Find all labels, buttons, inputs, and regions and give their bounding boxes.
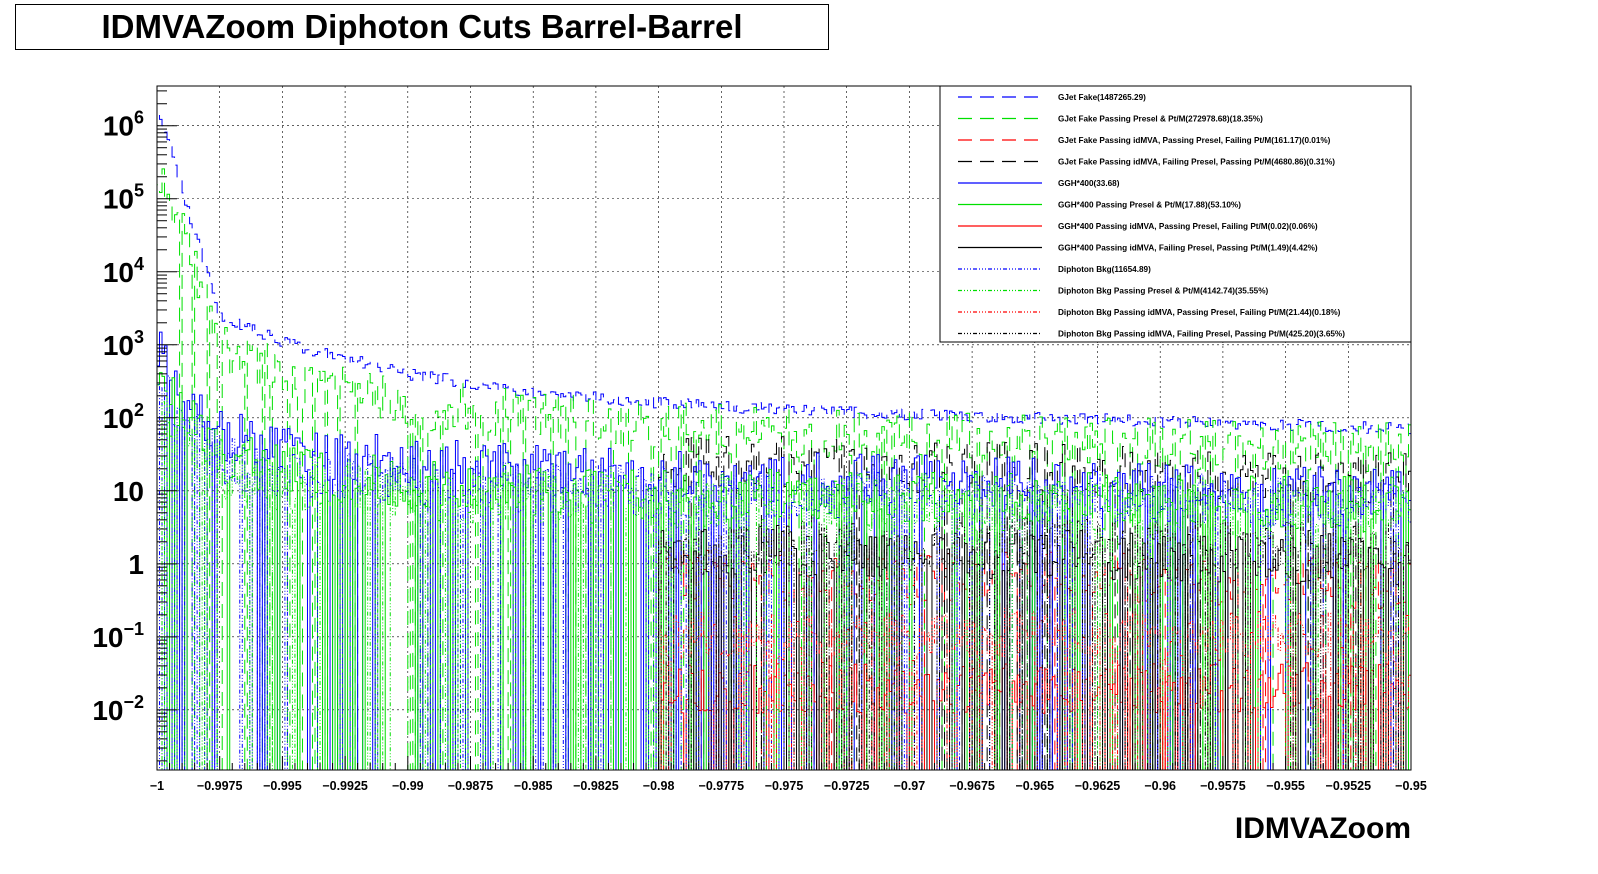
- legend-entry: Diphoton Bkg(11654.89): [1058, 265, 1151, 274]
- legend-entry: GJet Fake(1487265.29): [1058, 93, 1146, 102]
- x-tick-label: −0.9825: [573, 779, 619, 793]
- series-line: [658, 607, 1411, 771]
- x-tick-label: −0.9775: [699, 779, 745, 793]
- x-tick-label: −0.9925: [322, 779, 368, 793]
- legend-entry: Diphoton Bkg Passing idMVA, Failing Pres…: [1058, 330, 1345, 339]
- legend-entry: Diphoton Bkg Passing idMVA, Passing Pres…: [1058, 308, 1341, 317]
- y-tick-label: 10: [113, 476, 144, 507]
- x-tick-label: −0.965: [1016, 779, 1055, 793]
- legend-entry: GGH*400 Passing idMVA, Passing Presel, F…: [1058, 222, 1318, 231]
- y-tick-label: 106: [103, 108, 144, 142]
- chart-title: IDMVAZoom Diphoton Cuts Barrel-Barrel: [101, 8, 743, 45]
- series-line: [156, 331, 1411, 771]
- legend-entry: GJet Fake Passing idMVA, Passing Presel,…: [1058, 136, 1331, 145]
- x-tick-label: −0.95: [1395, 779, 1427, 793]
- x-tick-label: −1: [150, 779, 164, 793]
- series-line: [156, 375, 1411, 771]
- axis-ticks: −1 −0.9975 −0.995 −0.9925 −0.99 −0.9875 −0.985…: [92, 90, 1427, 793]
- legend-entry: GGH*400 Passing idMVA, Failing Presel, P…: [1058, 244, 1318, 253]
- series-line: [658, 516, 1411, 771]
- x-tick-label: −0.9675: [949, 779, 995, 793]
- x-axis-title: IDMVAZoom: [1235, 812, 1411, 845]
- legend-entry: GGH*400(33.68): [1058, 179, 1120, 188]
- x-tick-label: −0.9525: [1326, 779, 1372, 793]
- y-tick-label: 103: [103, 327, 144, 361]
- x-tick-label: −0.97: [894, 779, 926, 793]
- y-tick-label: 10−1: [92, 619, 144, 653]
- x-tick-label: −0.955: [1266, 779, 1305, 793]
- x-tick-label: −0.995: [263, 779, 302, 793]
- legend-entry: GJet Fake Passing Presel & Pt/M(272978.6…: [1058, 115, 1263, 124]
- y-tick-label: 104: [103, 254, 144, 288]
- x-tick-label: −0.985: [514, 779, 553, 793]
- x-tick-label: −0.98: [643, 779, 675, 793]
- x-tick-label: −0.9725: [824, 779, 870, 793]
- x-tick-label: −0.99: [392, 779, 424, 793]
- y-tick-label: 10−2: [92, 692, 144, 726]
- y-tick-label: 102: [103, 400, 144, 434]
- x-tick-label: −0.9875: [448, 779, 494, 793]
- legend-entry: GGH*400 Passing Presel & Pt/M(17.88)(53.…: [1058, 201, 1241, 210]
- legend-entry: Diphoton Bkg Passing Presel & Pt/M(4142.…: [1058, 287, 1268, 296]
- x-tick-label: −0.975: [765, 779, 804, 793]
- x-tick-label: −0.9575: [1200, 779, 1246, 793]
- x-tick-label: −0.9975: [197, 779, 243, 793]
- x-tick-label: −0.9625: [1075, 779, 1121, 793]
- series-line: [156, 113, 1411, 770]
- x-tick-label: −0.96: [1144, 779, 1176, 793]
- y-tick-label: 1: [128, 549, 144, 580]
- legend-entry: GJet Fake Passing idMVA, Failing Presel,…: [1058, 158, 1335, 167]
- chart-title-box: IDMVAZoom Diphoton Cuts Barrel-Barrel: [15, 4, 829, 50]
- y-tick-label: 105: [103, 181, 144, 215]
- legend-box: [939, 85, 1412, 343]
- legend: GJet Fake(1487265.29) GJet Fake Passing P…: [939, 85, 1412, 343]
